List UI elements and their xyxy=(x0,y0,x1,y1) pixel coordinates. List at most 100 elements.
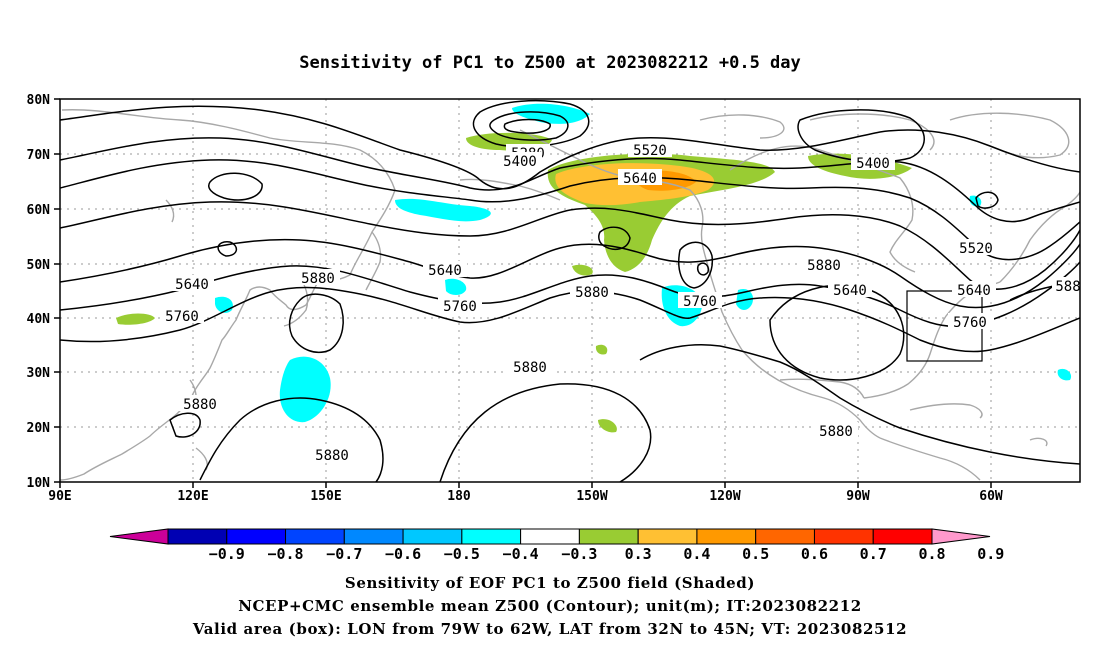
contour-label: 5640 xyxy=(423,261,467,279)
lon-label: 60W xyxy=(979,489,1003,504)
svg-text:5880: 5880 xyxy=(819,424,853,440)
colorbar-label: 0.5 xyxy=(742,545,769,563)
contour-label: 5880 xyxy=(310,446,354,464)
colorbar-label: −0.8 xyxy=(267,545,303,563)
contour-label: 5640 xyxy=(828,281,872,299)
lat-label: 40N xyxy=(27,312,51,327)
colorbar-segment xyxy=(696,528,757,545)
contour-label: 5880 xyxy=(814,422,858,440)
caption-line-3: Valid area (box): LON from 79W to 62W, L… xyxy=(192,620,907,638)
axis-tick-marks xyxy=(54,98,992,488)
svg-text:5880: 5880 xyxy=(315,448,349,464)
map-plot-area: 5280 5400 5520 5640 5400 5640 5880 5640 … xyxy=(60,99,1080,482)
colorbar-segment xyxy=(461,528,522,545)
colorbar-label: −0.9 xyxy=(209,545,245,563)
colorbar-segment xyxy=(520,528,580,545)
shade-positive-hawaii xyxy=(598,419,617,433)
latitude-labels: 10N 20N 30N 40N 50N 60N 70N 80N xyxy=(27,93,51,491)
svg-text:5640: 5640 xyxy=(833,283,867,299)
shade-positive-pacific-north xyxy=(572,264,593,276)
svg-text:5880: 5880 xyxy=(807,258,841,274)
colorbar-label: −0.6 xyxy=(385,545,421,563)
lon-label: 120E xyxy=(177,489,208,504)
svg-text:5400: 5400 xyxy=(503,154,537,170)
contour-label: 5520 xyxy=(628,141,672,159)
colorbar xyxy=(109,528,991,545)
contour-label: 5760 xyxy=(948,313,992,331)
colorbar-segment xyxy=(755,528,815,545)
shade-positive-mid-pacific xyxy=(595,344,608,355)
lat-label: 80N xyxy=(27,93,51,108)
svg-text:5760: 5760 xyxy=(683,294,717,310)
colorbar-segment xyxy=(167,528,228,545)
colorbar-end-high xyxy=(931,528,991,545)
svg-text:5880: 5880 xyxy=(183,397,217,413)
svg-text:5760: 5760 xyxy=(443,299,477,315)
contour-label: 5880 xyxy=(570,283,614,301)
figure-title: Sensitivity of PC1 to Z500 at 2023082212… xyxy=(299,53,801,73)
svg-text:5880: 5880 xyxy=(513,360,547,376)
contour-label: 5760 xyxy=(678,292,722,310)
contour-label: 5400 xyxy=(851,154,895,172)
contour-label: 5640 xyxy=(952,281,996,299)
map-frame xyxy=(59,98,1081,483)
colorbar-segment xyxy=(226,528,287,545)
colorbar-segment xyxy=(402,528,463,545)
svg-text:5520: 5520 xyxy=(633,143,667,159)
colorbar-label: −0.5 xyxy=(444,545,480,563)
colorbar-end-low xyxy=(109,528,169,545)
shade-positive-west-china xyxy=(116,313,155,325)
colorbar-segment xyxy=(813,528,874,545)
shade-neg-kamchatka xyxy=(395,198,491,222)
colorbar-segment xyxy=(872,528,933,545)
colorbar-segment xyxy=(578,528,639,545)
svg-text:5640: 5640 xyxy=(175,277,209,293)
svg-text:5640: 5640 xyxy=(428,263,462,279)
lon-label: 90W xyxy=(846,489,870,504)
colorbar-segment xyxy=(637,528,698,545)
lat-label: 20N xyxy=(27,421,51,436)
caption-line-2: NCEP+CMC ensemble mean Z500 (Contour); u… xyxy=(238,597,862,615)
colorbar-label: 0.4 xyxy=(683,545,710,563)
contour-label: 5520 xyxy=(954,239,998,257)
colorbar-labels: −0.9 −0.8 −0.7 −0.6 −0.5 −0.4 −0.3 0.3 0.4 0.5 0.6… xyxy=(209,545,1005,563)
figure-caption: Sensitivity of EOF PC1 to Z500 field (Sh… xyxy=(192,574,907,638)
colorbar-label: −0.7 xyxy=(326,545,362,563)
svg-text:5520: 5520 xyxy=(959,241,993,257)
lat-label: 70N xyxy=(27,148,51,163)
shade-neg-labrador xyxy=(969,195,982,207)
lon-label: 180 xyxy=(447,489,471,504)
colorbar-label: 0.9 xyxy=(977,545,1004,563)
contour-label: 5400 xyxy=(498,152,542,170)
shade-neg-atlantic xyxy=(1057,368,1072,381)
svg-text:5640: 5640 xyxy=(957,283,991,299)
svg-text:5400: 5400 xyxy=(856,156,890,172)
svg-text:588: 588 xyxy=(1055,279,1080,295)
lat-label: 30N xyxy=(27,366,51,381)
lon-label: 90E xyxy=(48,489,71,504)
colorbar-label: 0.6 xyxy=(801,545,828,563)
colorbar-label: −0.4 xyxy=(503,545,539,563)
colorbar-label: 0.7 xyxy=(860,545,887,563)
colorbar-label: −0.3 xyxy=(561,545,597,563)
contour-label: 5760 xyxy=(438,297,482,315)
svg-text:5760: 5760 xyxy=(165,309,199,325)
contour-label: 5640 xyxy=(170,275,214,293)
colorbar-segment xyxy=(285,528,345,545)
contour-label: 5880 xyxy=(296,269,340,287)
lon-label: 150E xyxy=(310,489,341,504)
lat-label: 50N xyxy=(27,258,51,273)
lon-label: 150W xyxy=(576,489,607,504)
contour-label: 5880 xyxy=(508,358,552,376)
lon-label: 120W xyxy=(709,489,740,504)
shade-neg-pacific-west xyxy=(279,356,331,423)
colorbar-segment xyxy=(343,528,404,545)
contour-label: 5640 xyxy=(618,169,662,187)
sensitivity-shading xyxy=(116,103,1072,433)
contour-label: 588 xyxy=(1052,277,1080,295)
contour-label: 5880 xyxy=(178,395,222,413)
shade-neg-japan xyxy=(215,296,233,313)
contour-labels: 5280 5400 5520 5640 5400 5640 5880 5640 … xyxy=(160,141,1080,464)
svg-text:5640: 5640 xyxy=(623,171,657,187)
